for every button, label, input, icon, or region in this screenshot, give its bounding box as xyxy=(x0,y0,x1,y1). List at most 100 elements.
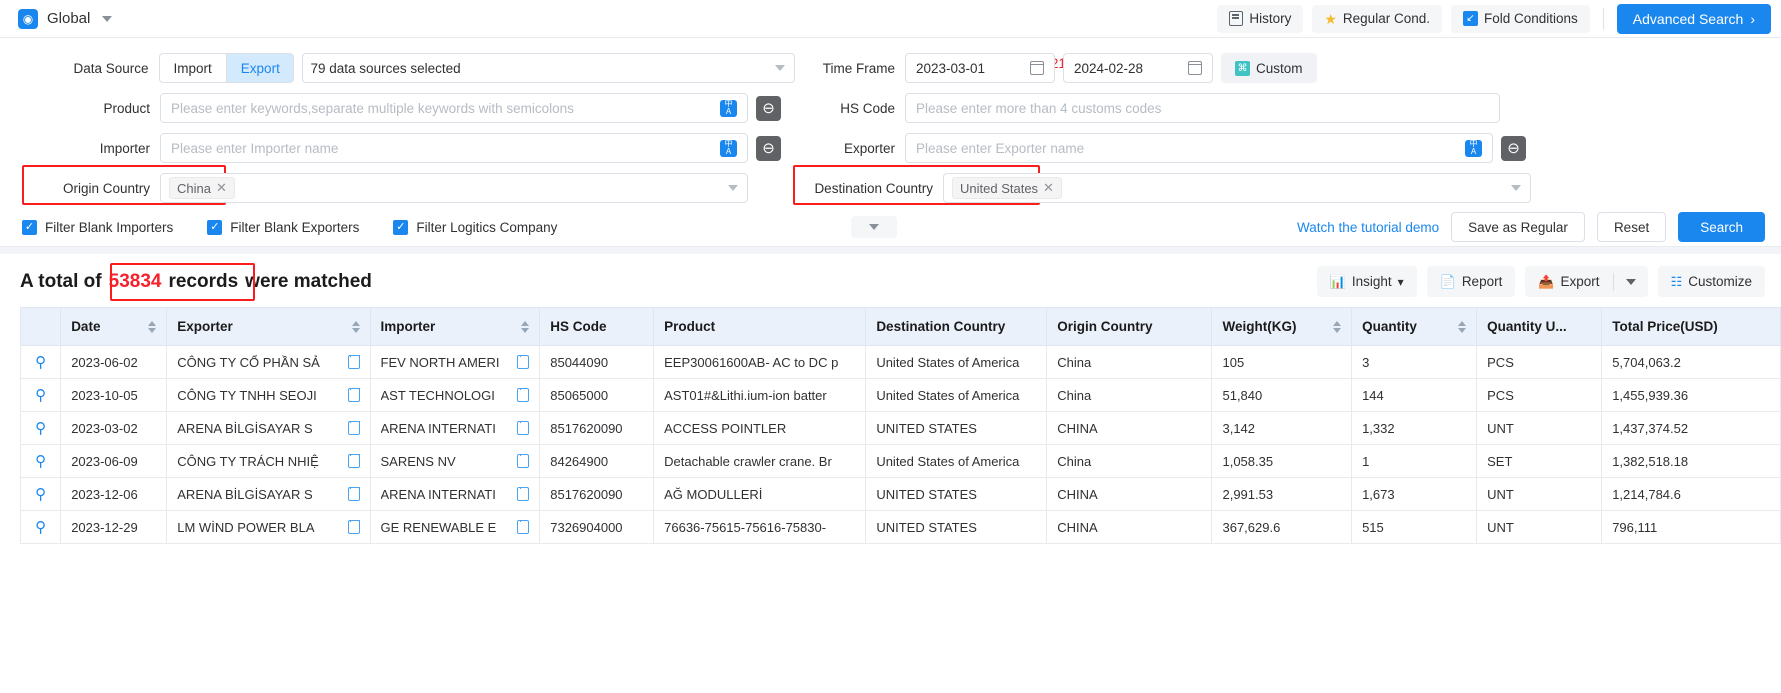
cell-mag[interactable]: ⚲ xyxy=(19,510,62,544)
calendar-icon[interactable] xyxy=(1029,61,1044,75)
copy-icon[interactable] xyxy=(517,519,530,534)
sort-icon[interactable] xyxy=(351,320,360,333)
table-row[interactable]: ⚲ 2023-12-06 ARENA BİLGİSAYAR S ARENA INTER… xyxy=(19,477,1781,511)
copy-icon[interactable] xyxy=(517,486,530,501)
time-frame-end-input[interactable]: 2024-02-28 xyxy=(1063,53,1213,83)
copy-icon[interactable] xyxy=(347,354,360,369)
cell-mag[interactable]: ⚲ xyxy=(19,345,62,379)
regular-cond-button[interactable]: ★ Regular Cond. xyxy=(1312,4,1442,33)
row-search-icon[interactable]: ⚲ xyxy=(35,485,47,503)
table-row[interactable]: ⚲ 2023-03-02 ARENA BİLGİSAYAR S ARENA INTER… xyxy=(19,411,1781,445)
copy-icon[interactable] xyxy=(517,354,530,369)
cell-dest: UNITED STATES xyxy=(865,477,1048,511)
table-header-exporter[interactable]: Exporter xyxy=(166,307,371,346)
history-icon xyxy=(1229,11,1244,26)
export-button[interactable]: 📤 Export xyxy=(1525,266,1612,297)
filter-blank-importers-checkbox[interactable]: ✓ Filter Blank Importers xyxy=(22,219,173,235)
data-source-select[interactable]: 79 data sources selected xyxy=(301,53,795,83)
close-icon[interactable]: ✕ xyxy=(1043,180,1054,195)
copy-icon[interactable] xyxy=(347,519,360,534)
chevron-down-icon xyxy=(1511,185,1521,191)
filter-logistics-company-checkbox[interactable]: ✓ Filter Logitics Company xyxy=(393,219,557,235)
save-as-regular-button[interactable]: Save as Regular xyxy=(1451,212,1585,242)
filter-blank-exporters-checkbox[interactable]: ✓ Filter Blank Exporters xyxy=(207,219,359,235)
reset-button[interactable]: Reset xyxy=(1596,212,1667,242)
close-icon[interactable]: ✕ xyxy=(215,180,227,195)
row-search-icon[interactable]: ⚲ xyxy=(35,353,47,371)
cell-qtyunit: PCS xyxy=(1476,345,1603,379)
table-row[interactable]: ⚲ 2023-06-02 CÔNG TY CỔ PHẦN SẢ FEV NORTH A… xyxy=(19,345,1781,379)
cell-weight: 105 xyxy=(1211,345,1353,379)
table-row[interactable]: ⚲ 2023-12-29 LM WİND POWER BLA GE RENEWABLE… xyxy=(19,510,1781,544)
copy-icon[interactable] xyxy=(347,453,360,468)
table-header-importer[interactable]: Importer xyxy=(370,307,541,346)
copy-icon[interactable] xyxy=(517,453,530,468)
copy-icon[interactable] xyxy=(347,387,360,402)
cell-text: ARENA BİLGİSAYAR S xyxy=(177,486,313,502)
cell-weight: 51,840 xyxy=(1211,378,1353,412)
cell-mag[interactable]: ⚲ xyxy=(19,444,62,478)
sort-icon[interactable] xyxy=(1458,320,1467,333)
copy-icon[interactable] xyxy=(347,486,360,501)
sort-icon[interactable] xyxy=(148,320,157,333)
cell-qty: 1 xyxy=(1351,444,1478,478)
origin-country-select[interactable]: China ✕ xyxy=(160,173,748,203)
search-minus-icon[interactable]: ⊖ xyxy=(1501,135,1526,161)
table-row[interactable]: ⚲ 2023-10-05 CÔNG TY TNHH SEOJI AST TECHNOL… xyxy=(19,378,1781,412)
data-source-export-option[interactable]: Export xyxy=(225,54,293,82)
report-button[interactable]: 📄 Report xyxy=(1426,266,1516,297)
data-source-segmented[interactable]: Import Export xyxy=(158,53,294,83)
insight-button[interactable]: 📊 Insight ▾ xyxy=(1316,266,1417,297)
cell-text: FEV NORTH AMERI xyxy=(380,354,500,370)
copy-icon[interactable] xyxy=(517,420,530,435)
cell-total: 5,704,063.2 xyxy=(1601,345,1781,379)
advanced-search-button[interactable]: Advanced Search › xyxy=(1616,3,1771,34)
destination-country-select[interactable]: United States ✕ xyxy=(943,173,1531,203)
brand[interactable]: ◉ Global xyxy=(18,8,113,29)
history-button[interactable]: History xyxy=(1217,4,1304,33)
importer-placeholder: Please enter Importer name xyxy=(171,140,339,156)
row-search-icon[interactable]: ⚲ xyxy=(35,518,47,536)
table-row[interactable]: ⚲ 2023-06-09 CÔNG TY TRÁCH NHIỆ SARENS NV 84… xyxy=(19,444,1781,478)
form-row-country: Origin Country China ✕ Destination Count… xyxy=(0,165,1781,208)
calendar-icon[interactable] xyxy=(1187,61,1202,75)
cell-mag[interactable]: ⚲ xyxy=(19,411,62,445)
table-header-date[interactable]: Date xyxy=(60,307,168,346)
search-button[interactable]: Search xyxy=(1678,212,1765,242)
customize-button[interactable]: ☷ Customize xyxy=(1657,266,1765,297)
row-search-icon[interactable]: ⚲ xyxy=(35,419,47,437)
hs-code-input[interactable]: Please enter more than 4 customs codes xyxy=(905,93,1500,123)
search-minus-icon[interactable]: ⊖ xyxy=(756,95,781,121)
export-dropdown-toggle[interactable] xyxy=(1614,278,1648,285)
cell-mag[interactable]: ⚲ xyxy=(19,477,62,511)
chevron-down-icon[interactable] xyxy=(102,15,113,22)
sort-icon[interactable] xyxy=(521,320,530,333)
custom-range-button[interactable]: ⌘ Custom xyxy=(1221,53,1317,83)
copy-icon[interactable] xyxy=(517,387,530,402)
hs-code-placeholder: Please enter more than 4 customs codes xyxy=(916,100,1162,116)
copy-icon[interactable] xyxy=(347,420,360,435)
table-header-label: Origin Country xyxy=(1057,319,1153,334)
row-search-icon[interactable]: ⚲ xyxy=(35,386,47,404)
product-input[interactable]: Please enter keywords,separate multiple … xyxy=(160,93,748,123)
cell-qty: 515 xyxy=(1351,510,1478,544)
origin-country-tag: China ✕ xyxy=(169,177,235,199)
data-source-import-option[interactable]: Import xyxy=(173,60,212,76)
table-header-weight[interactable]: Weight(KG) xyxy=(1211,307,1353,346)
expand-conditions-toggle[interactable] xyxy=(851,216,898,238)
fold-conditions-button[interactable]: ↙ Fold Conditions xyxy=(1450,4,1590,33)
tutorial-demo-link[interactable]: Watch the tutorial demo xyxy=(1297,219,1440,235)
cell-mag[interactable]: ⚲ xyxy=(19,378,62,412)
table-header-qty[interactable]: Quantity xyxy=(1351,307,1478,346)
row-search-icon[interactable]: ⚲ xyxy=(35,452,47,470)
search-minus-icon[interactable]: ⊖ xyxy=(756,135,781,161)
chevron-down-icon xyxy=(728,185,738,191)
importer-label: Importer xyxy=(99,140,150,156)
time-frame-start-input[interactable]: 2023-03-01 xyxy=(905,53,1055,83)
sort-icon[interactable] xyxy=(1333,320,1342,333)
